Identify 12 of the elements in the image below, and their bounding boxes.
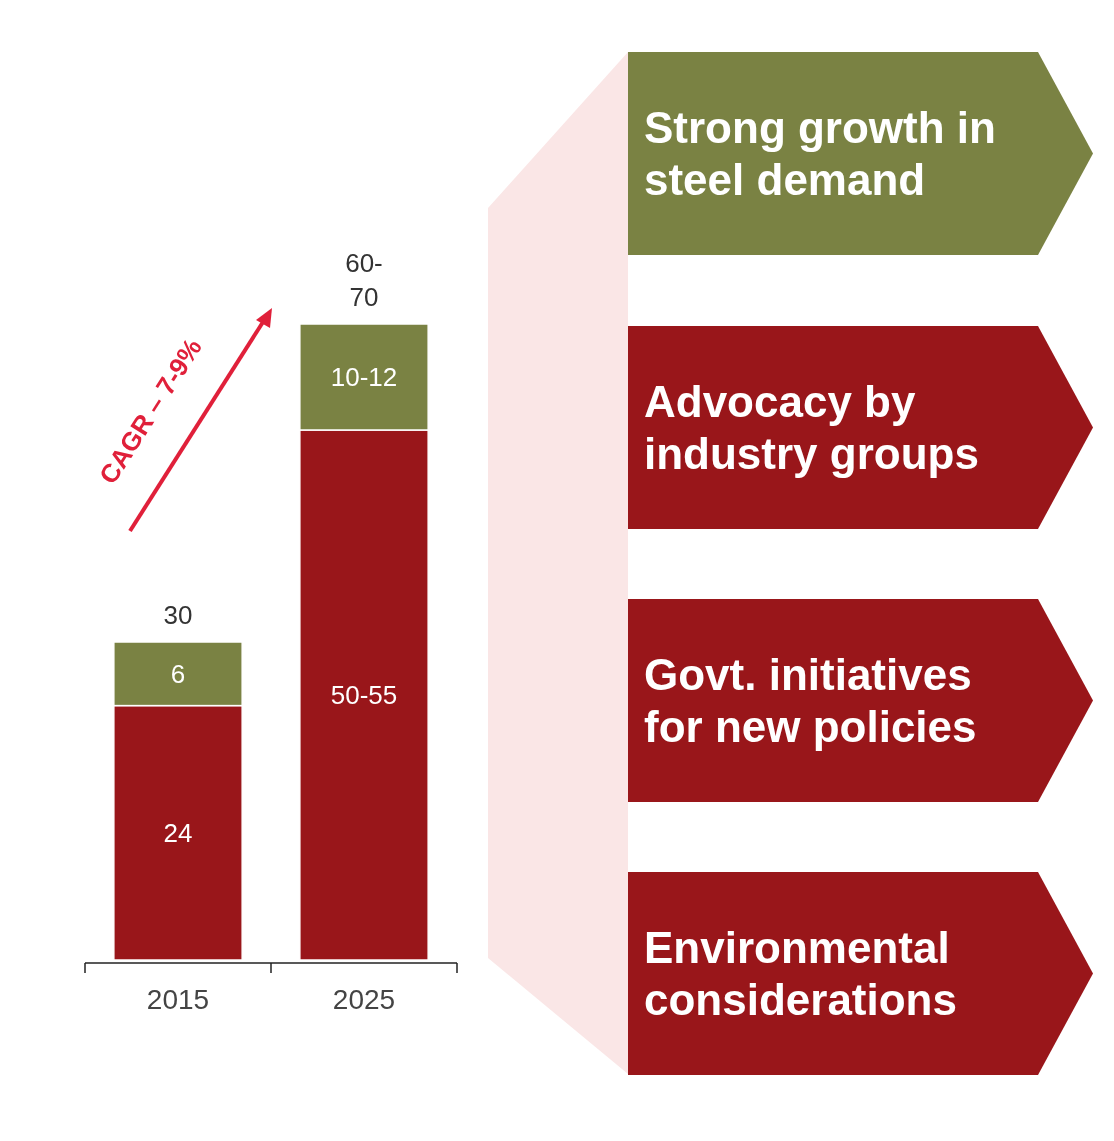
text: Advocacy by industry groups xyxy=(644,376,979,478)
total-label: 30 xyxy=(163,600,193,630)
text: Strong growth in steel demand xyxy=(644,102,996,204)
text: Environmental considerations xyxy=(644,922,957,1024)
data-label: 6 xyxy=(170,658,186,689)
data-label: 50-55 xyxy=(330,680,398,710)
x-tick-label: 2015 xyxy=(146,984,210,1015)
data-label: 24 xyxy=(163,817,193,848)
text: Govt. initiatives for new policies xyxy=(644,649,977,751)
x-tick-label: 2025 xyxy=(332,984,396,1015)
total-label: 60-70 xyxy=(345,248,383,312)
data-label: 10-12 xyxy=(330,362,398,392)
